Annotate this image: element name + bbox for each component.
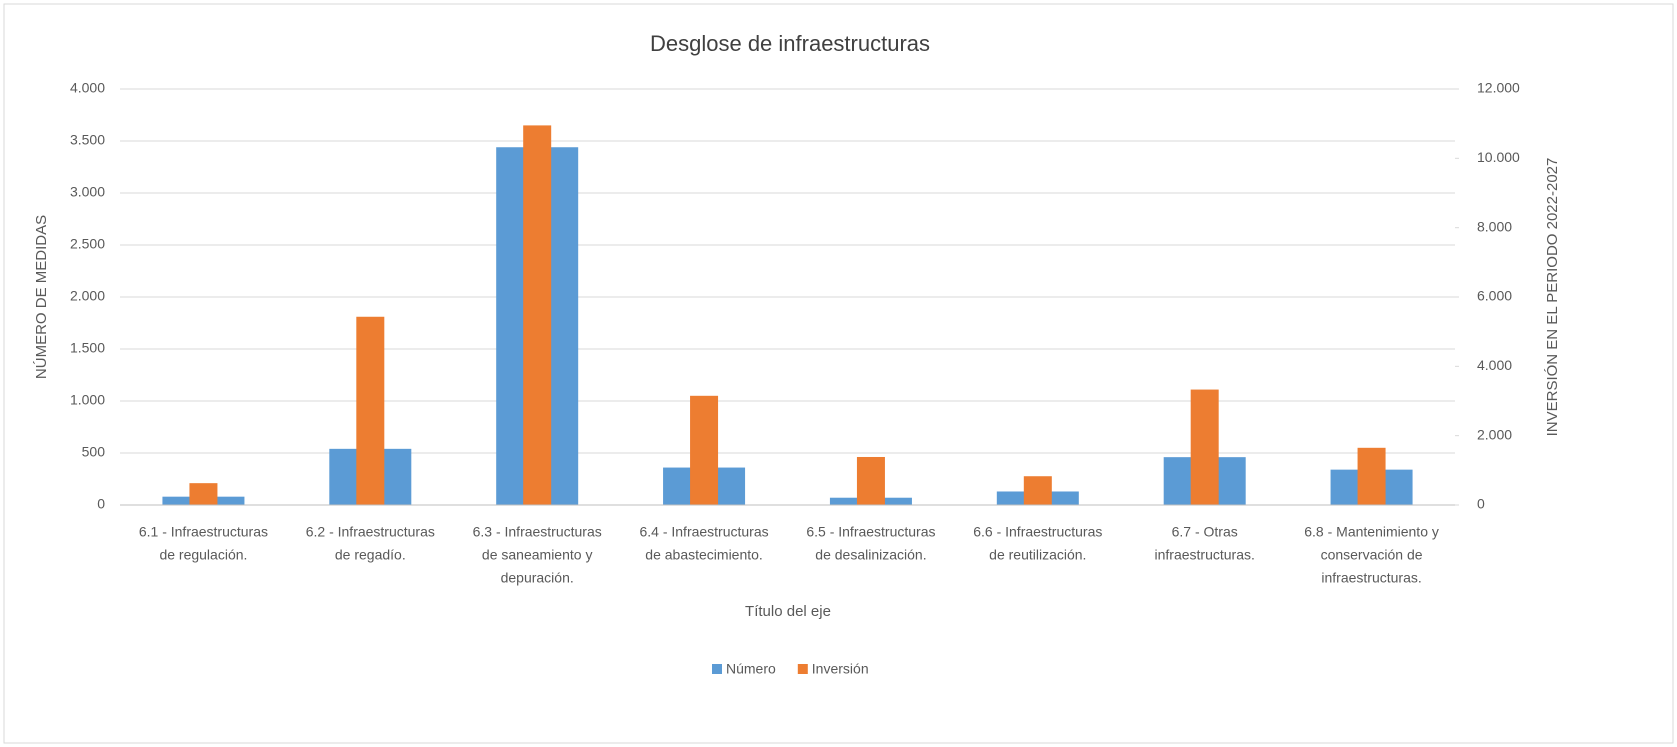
y-tick-label: 4.000 [70,80,105,96]
bar [356,316,385,505]
y2-tick-label: 8.000 [1477,218,1512,234]
x-tick-label: infraestructuras. [1321,570,1421,586]
x-tick-label: infraestructuras. [1155,547,1255,563]
bar [189,483,218,505]
y-tick-label: 2.500 [70,236,105,252]
legend-label: Número [726,661,776,677]
x-tick-label: 6.2 - Infraestructuras [306,524,435,540]
x-tick-label: de regulación. [159,547,247,563]
y2-tick-label: 10.000 [1477,149,1520,165]
x-tick-label: 6.5 - Infraestructuras [806,524,935,540]
y-tick-label: 3.000 [70,184,105,200]
y-axis-title: NÚMERO DE MEDIDAS [33,215,50,379]
x-tick-label: de desalinización. [815,547,926,563]
y-tick-label: 500 [82,444,106,460]
y2-tick-label: 12.000 [1477,80,1520,96]
x-tick-label: 6.6 - Infraestructuras [973,524,1102,540]
y2-tick-label: 0 [1477,496,1485,512]
x-axis-title: Título del eje [745,603,831,620]
legend-label: Inversión [812,661,869,677]
bar [1190,389,1219,505]
bar [1023,476,1052,505]
y2-tick-label: 4.000 [1477,357,1512,373]
y-tick-label: 1.500 [70,340,105,356]
x-tick-label: de regadío. [335,547,406,563]
x-tick-label: 6.3 - Infraestructuras [473,524,602,540]
y-tick-label: 1.000 [70,392,105,408]
x-tick-label: de saneamiento y [482,547,593,563]
chart-title: Desglose de infraestructuras [650,31,930,56]
x-tick-label: depuración. [501,570,574,586]
y-tick-label: 2.000 [70,288,105,304]
x-tick-label: conservación de [1321,547,1423,563]
y2-axis-title: INVERSIÓN EN EL PERIODO 2022-2027 [1544,158,1561,437]
chart-border [3,3,1674,744]
bar [690,395,719,505]
x-tick-label: de abastecimiento. [645,547,763,563]
y2-tick-label: 6.000 [1477,288,1512,304]
x-tick-label: 6.7 - Otras [1172,524,1238,540]
x-tick-label: 6.4 - Infraestructuras [639,524,768,540]
x-tick-label: 6.1 - Infraestructuras [139,524,268,540]
bar [856,456,885,505]
legend-swatch [797,664,808,674]
y-tick-label: 3.500 [70,132,105,148]
y2-tick-label: 2.000 [1477,426,1512,442]
y-tick-label: 0 [97,496,105,512]
x-tick-label: 6.8 - Mantenimiento y [1304,524,1439,540]
bar [1357,447,1386,505]
bar [523,125,552,506]
legend-swatch [712,664,722,674]
x-tick-label: de reutilización. [989,547,1086,563]
